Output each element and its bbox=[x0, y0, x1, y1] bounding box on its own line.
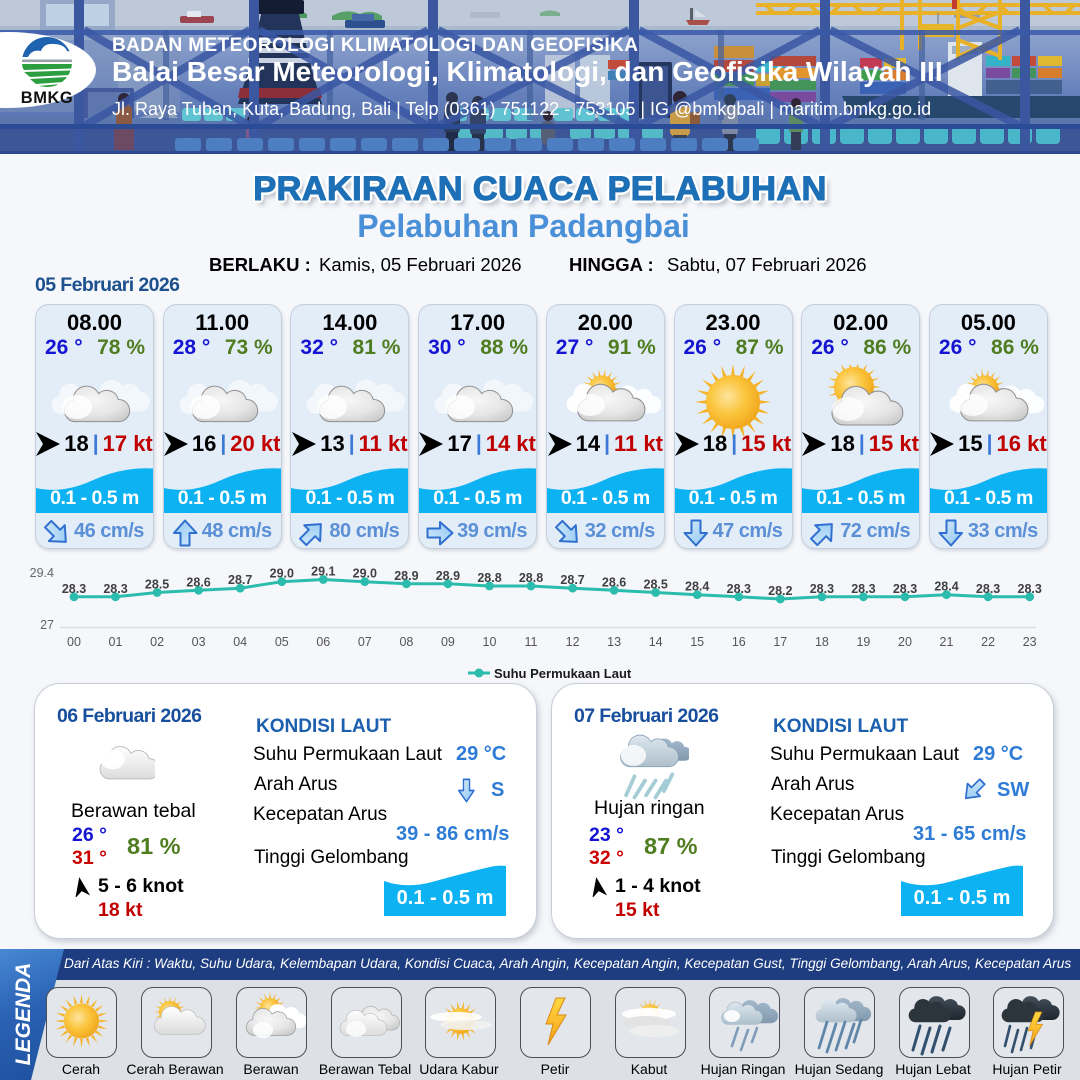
svg-text:15: 15 bbox=[690, 635, 704, 649]
svg-text:14: 14 bbox=[649, 635, 663, 649]
svg-text:28.3: 28.3 bbox=[976, 582, 1000, 596]
svg-text:17: 17 bbox=[773, 635, 787, 649]
svg-text:28.3: 28.3 bbox=[727, 582, 751, 596]
svg-text:28.2: 28.2 bbox=[768, 584, 792, 598]
svg-text:11: 11 bbox=[525, 635, 538, 649]
svg-text:13: 13 bbox=[607, 635, 621, 649]
svg-text:29.4: 29.4 bbox=[30, 566, 54, 580]
svg-text:28.8: 28.8 bbox=[519, 571, 543, 585]
svg-text:09: 09 bbox=[441, 635, 455, 649]
svg-text:05: 05 bbox=[275, 635, 289, 649]
svg-text:20: 20 bbox=[898, 635, 912, 649]
svg-text:BMKG: BMKG bbox=[21, 89, 73, 107]
svg-text:00: 00 bbox=[67, 635, 81, 649]
svg-text:28.3: 28.3 bbox=[893, 582, 917, 596]
svg-text:01: 01 bbox=[109, 635, 123, 649]
svg-text:28.6: 28.6 bbox=[602, 575, 626, 589]
svg-text:28.7: 28.7 bbox=[228, 573, 252, 587]
svg-text:19: 19 bbox=[856, 635, 870, 649]
svg-text:04: 04 bbox=[233, 635, 247, 649]
svg-text:28.3: 28.3 bbox=[103, 582, 127, 596]
svg-text:22: 22 bbox=[981, 635, 995, 649]
svg-text:07: 07 bbox=[358, 635, 372, 649]
svg-text:Suhu Permukaan Laut: Suhu Permukaan Laut bbox=[494, 666, 632, 681]
svg-text:29.0: 29.0 bbox=[270, 567, 294, 581]
svg-text:16: 16 bbox=[732, 635, 746, 649]
svg-text:28.5: 28.5 bbox=[145, 578, 169, 592]
svg-text:23: 23 bbox=[1023, 635, 1037, 649]
svg-text:28.3: 28.3 bbox=[62, 582, 86, 596]
svg-text:28.8: 28.8 bbox=[477, 571, 501, 585]
svg-text:28.5: 28.5 bbox=[644, 578, 668, 592]
svg-text:21: 21 bbox=[940, 635, 954, 649]
svg-text:28.4: 28.4 bbox=[934, 580, 958, 594]
svg-text:29.1: 29.1 bbox=[311, 565, 335, 579]
svg-text:18: 18 bbox=[815, 635, 829, 649]
svg-text:03: 03 bbox=[192, 635, 206, 649]
svg-text:28.4: 28.4 bbox=[685, 580, 709, 594]
svg-text:28.9: 28.9 bbox=[436, 569, 460, 583]
svg-text:27: 27 bbox=[40, 618, 54, 632]
svg-text:28.6: 28.6 bbox=[186, 575, 210, 589]
svg-text:08: 08 bbox=[399, 635, 413, 649]
svg-text:28.7: 28.7 bbox=[560, 573, 584, 587]
svg-text:10: 10 bbox=[483, 635, 497, 649]
svg-text:29.0: 29.0 bbox=[353, 567, 377, 581]
svg-text:02: 02 bbox=[150, 635, 164, 649]
svg-text:28.3: 28.3 bbox=[1018, 582, 1042, 596]
svg-text:12: 12 bbox=[566, 635, 580, 649]
svg-text:06: 06 bbox=[316, 635, 330, 649]
svg-text:28.3: 28.3 bbox=[851, 582, 875, 596]
svg-text:28.9: 28.9 bbox=[394, 569, 418, 583]
svg-text:28.3: 28.3 bbox=[810, 582, 834, 596]
